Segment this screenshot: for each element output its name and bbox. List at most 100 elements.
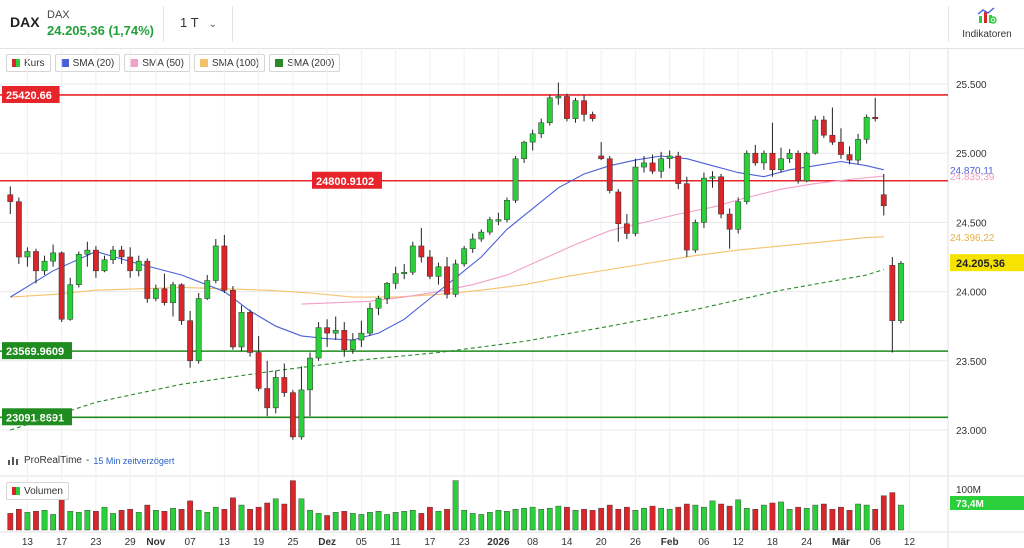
candle (572, 100, 579, 119)
volume-bar (290, 480, 296, 531)
legend-item-sma50[interactable]: SMA (50) (124, 54, 190, 72)
volume-bar (358, 514, 365, 531)
candle (375, 298, 382, 309)
legend-label: SMA (20) (72, 57, 115, 69)
volume-bar (435, 511, 442, 531)
candle (204, 280, 211, 299)
candle (110, 249, 116, 261)
volume-bar (641, 507, 647, 531)
volume-bar (675, 506, 682, 531)
candle (67, 284, 74, 320)
x-tick-label: 23 (90, 537, 102, 548)
volume-bar (555, 505, 562, 531)
level-badge (2, 85, 60, 103)
candle (152, 288, 159, 299)
volume-bar (546, 507, 553, 531)
volume-bar (701, 506, 707, 531)
volume-bar (67, 511, 74, 531)
volume-bar (735, 499, 742, 531)
volume-bar (795, 506, 801, 531)
volume-bar (478, 514, 485, 531)
volume-bar (75, 512, 82, 531)
candle (264, 388, 271, 409)
indicators-button[interactable]: Indikatoren (956, 6, 1018, 44)
candle (897, 262, 904, 321)
candle (658, 158, 665, 172)
candle (649, 162, 656, 172)
candle (418, 245, 425, 258)
legend-item-sma200[interactable]: SMA (200) (269, 54, 341, 72)
volume-bar (409, 510, 416, 531)
level-label: 25420.66 (6, 90, 52, 102)
volume-bar (444, 509, 450, 531)
x-tick-label: 20 (596, 537, 608, 548)
volume-bar (110, 513, 116, 531)
candle (435, 266, 442, 277)
x-tick-label: Dez (318, 537, 336, 548)
sma50-line (301, 175, 884, 305)
legend-item-sma20[interactable]: SMA (20) (54, 54, 121, 72)
legend-swatch (199, 59, 208, 67)
y-tick-label: 25.000 (956, 149, 987, 160)
candle (641, 162, 647, 168)
volume-bar (778, 501, 784, 531)
y-tick-label: 23.500 (956, 357, 987, 368)
x-tick-label: 06 (870, 537, 882, 548)
candle (469, 238, 476, 249)
x-tick-label: 08 (527, 537, 539, 548)
candle (444, 266, 450, 295)
candle (161, 288, 168, 303)
volume-bar (504, 511, 510, 531)
candle (75, 253, 82, 285)
candle (486, 219, 493, 233)
x-tick-label: 12 (904, 537, 916, 548)
candle (324, 327, 331, 334)
volume-axis-label: 73,4M (956, 499, 984, 510)
candle (632, 166, 639, 234)
volume-bar (649, 505, 656, 531)
volume-bar (880, 495, 887, 531)
x-tick-label: Mär (832, 537, 850, 548)
candle (795, 152, 802, 182)
volume-bar (829, 509, 836, 531)
volume-bar (452, 480, 459, 531)
candle (606, 158, 613, 191)
volume-bar (803, 507, 810, 531)
candle (195, 298, 202, 362)
volume-legend[interactable]: Volumen (6, 482, 69, 500)
candle (701, 177, 707, 223)
candle (247, 312, 253, 353)
candle (521, 141, 528, 159)
instrument-name: DAX (47, 9, 70, 21)
volume-bar (461, 510, 468, 531)
volume-bar (230, 497, 236, 531)
volume-bar (538, 509, 545, 531)
legend-item-kurs[interactable]: Kurs (6, 54, 51, 72)
volume-bar (255, 506, 262, 531)
volume-bar (761, 504, 767, 531)
volume-bar (872, 509, 879, 531)
volume-bar (178, 509, 185, 531)
volume-bar (564, 506, 570, 531)
candle (812, 119, 819, 154)
candle (118, 249, 125, 258)
indicator-legend: Kurs SMA (20) SMA (50) SMA (100) SMA (20… (6, 54, 341, 72)
candle (743, 152, 750, 202)
volume-bar (726, 505, 733, 531)
volume-bar (118, 510, 125, 531)
volume-bar (204, 512, 211, 531)
period-label: 1 T (180, 15, 199, 30)
volume-bar (495, 510, 502, 531)
volume-bar (187, 500, 193, 531)
volume-bar (33, 511, 39, 531)
legend-item-sma100[interactable]: SMA (100) (193, 54, 266, 72)
candle (709, 176, 716, 179)
volume-bar (401, 511, 408, 531)
sma200-line (10, 268, 884, 431)
volume-bar (221, 509, 228, 531)
candle (752, 152, 759, 164)
x-tick-label: 13 (22, 537, 34, 548)
period-selector[interactable]: 1 T ⌄ (180, 15, 217, 30)
y-tick-label: 23.000 (956, 426, 987, 437)
